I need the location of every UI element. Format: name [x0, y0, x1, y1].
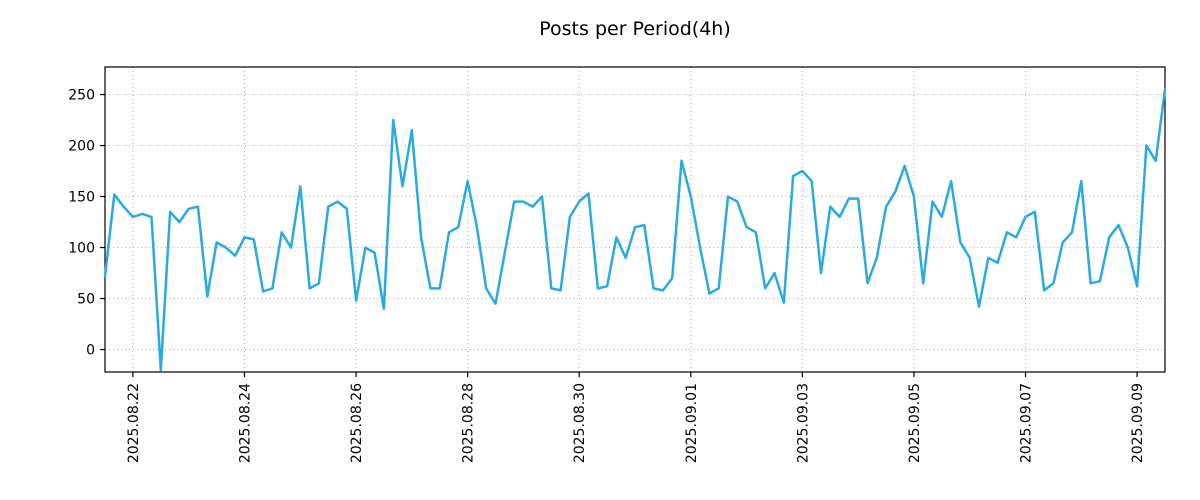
x-tick-label: 2025.08.26: [349, 383, 365, 463]
x-tick-label: 2025.09.01: [684, 383, 700, 463]
plot-border: [104, 66, 1166, 373]
x-tick-label: 2025.08.24: [237, 383, 253, 463]
x-tick-label: 2025.09.05: [907, 383, 923, 463]
x-tick-label: 2025.08.30: [572, 383, 588, 463]
y-tick-label: 50: [77, 292, 95, 308]
y-tick-label: 0: [86, 343, 95, 359]
y-tick-label: 250: [68, 88, 95, 104]
x-tick-label: 2025.08.28: [461, 383, 477, 463]
x-tick-label: 2025.08.22: [126, 383, 142, 463]
series-line: [103, 88, 1167, 372]
y-tick-label: 150: [68, 190, 95, 206]
chart-title: Posts per Period(4h): [539, 18, 731, 40]
x-tick-label: 2025.09.03: [795, 383, 811, 463]
x-tick-label: 2025.09.09: [1130, 383, 1146, 463]
y-tick-label: 200: [68, 139, 95, 155]
x-tick-label: 2025.09.07: [1019, 383, 1035, 463]
y-tick-label: 100: [68, 241, 95, 257]
